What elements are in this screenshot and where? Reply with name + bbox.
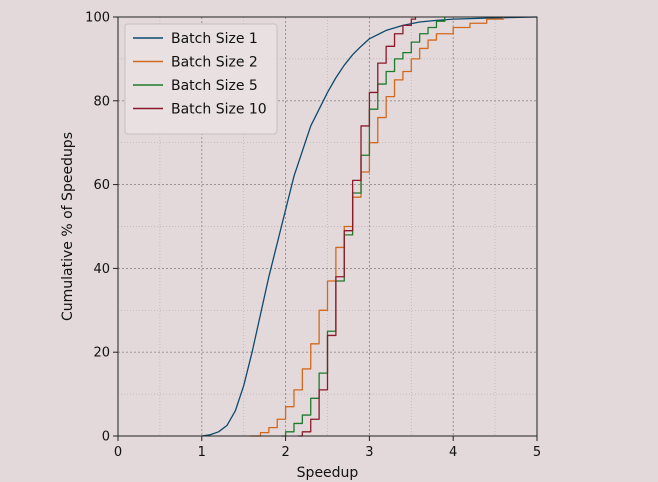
x-axis: 0 1 2 3 4 5 [114, 436, 541, 460]
y-tick-label: 60 [93, 178, 110, 193]
plot-frame [117, 16, 538, 437]
legend-box [124, 23, 278, 135]
x-tick-label: 3 [365, 445, 373, 460]
y-tick-label: 20 [93, 346, 110, 361]
y-tick-label: 40 [93, 262, 110, 277]
y-tick-label: 100 [85, 11, 110, 26]
y-axis-title: Cumulative % of Speedups [60, 132, 76, 321]
x-tick-label: 1 [198, 445, 206, 460]
x-tick-label: 2 [281, 445, 289, 460]
x-tick-label: 4 [449, 445, 457, 460]
x-tick-label: 5 [533, 445, 541, 460]
legend-label: Batch Size 10 [171, 102, 267, 118]
legend: Batch Size 1 Batch Size 2 Batch Size 5 Batc… [124, 23, 278, 135]
x-tick-label: 0 [114, 445, 122, 460]
x-axis-title: Speedup [297, 465, 359, 481]
y-tick-label: 0 [102, 430, 110, 445]
legend-label: Batch Size 1 [171, 31, 258, 47]
series-layer [201, 16, 538, 437]
y-tick-label: 80 [93, 94, 110, 109]
legend-label: Batch Size 2 [171, 55, 258, 71]
y-axis: 0 20 40 60 80 100 [85, 11, 118, 445]
series-line-4 [298, 17, 417, 437]
legend-label: Batch Size 5 [171, 78, 258, 94]
